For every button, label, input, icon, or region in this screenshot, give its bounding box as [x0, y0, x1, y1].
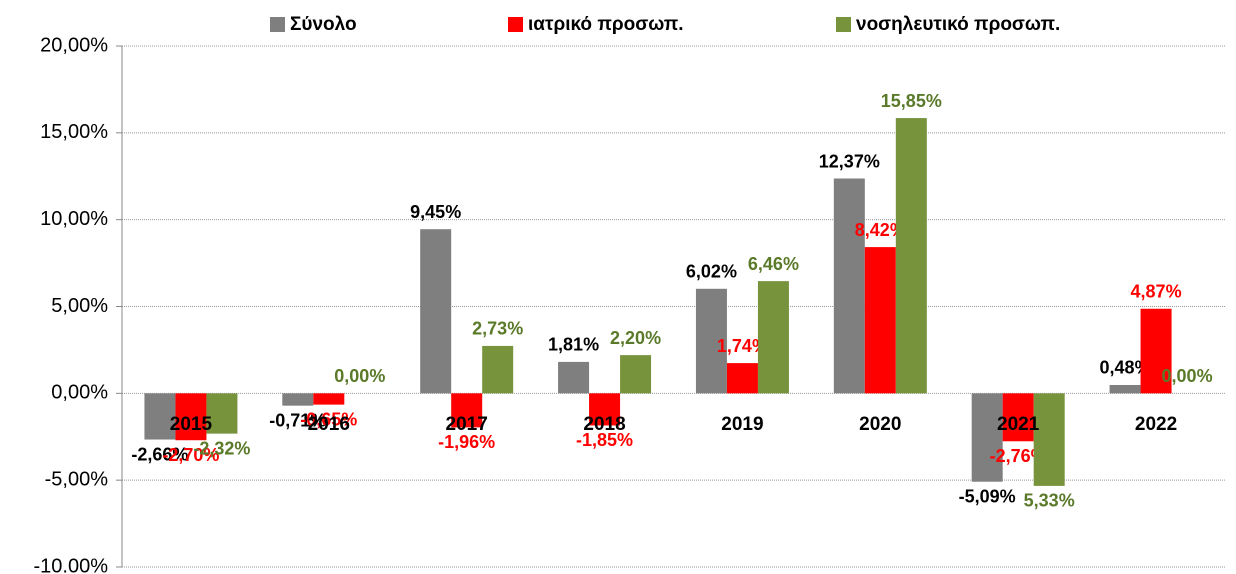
value-label: 0,48% [1100, 358, 1151, 378]
bar [144, 393, 176, 440]
x-tick-label: 2016 [308, 414, 350, 435]
bar [833, 178, 865, 394]
bar [451, 393, 483, 428]
value-label: 9,45% [410, 202, 461, 222]
bar [971, 393, 1003, 482]
value-label: -5,09% [959, 486, 1016, 506]
y-tick-label: 20,00% [40, 34, 108, 56]
bar [206, 393, 238, 434]
value-label: -1,96% [438, 432, 495, 452]
bar [1002, 393, 1034, 442]
legend-swatch [508, 17, 523, 32]
value-label: -1,85% [576, 430, 633, 450]
x-tick-label: 2018 [583, 414, 625, 435]
bar [695, 288, 727, 394]
bar [589, 393, 621, 426]
bar [313, 393, 345, 405]
value-label: 12,37% [819, 151, 880, 171]
bar [1033, 393, 1065, 486]
value-label: 15,85% [881, 91, 942, 111]
legend-swatch [270, 17, 285, 32]
value-label: 1,74% [717, 336, 768, 356]
value-label: -2,32% [193, 438, 250, 458]
value-label: 4,87% [1131, 282, 1182, 302]
y-tick-label: 10,00% [40, 208, 108, 230]
value-label: -2,66% [131, 444, 188, 464]
bar [1109, 384, 1141, 394]
value-label: -0,65% [300, 409, 357, 429]
value-label: -2,70% [162, 445, 219, 465]
y-tick-label: 0,00% [51, 382, 108, 404]
legend-label: νοσηλευτικό προσωπ. [856, 14, 1060, 35]
x-tick-label: 2019 [721, 414, 763, 435]
y-tick-label: -5,00% [45, 468, 109, 490]
bar [282, 393, 314, 406]
x-tick-label: 2017 [446, 414, 488, 435]
bar [482, 345, 514, 394]
legend-swatch [836, 17, 851, 32]
bar [726, 363, 758, 394]
value-label: 1,81% [548, 335, 599, 355]
bar [864, 247, 896, 394]
legend-label: ιατρικό προσωπ. [528, 14, 684, 35]
value-label: -2,76% [990, 446, 1047, 466]
value-label: -0,71% [269, 410, 326, 430]
bar [757, 281, 789, 394]
bar [895, 118, 927, 394]
bar [620, 355, 652, 394]
value-label: 2,73% [472, 319, 523, 339]
y-tick-label: 15,00% [40, 121, 108, 143]
value-label: 0,00% [1162, 366, 1213, 386]
value-label: 0,00% [334, 366, 385, 386]
bar [1140, 308, 1172, 394]
bar [558, 361, 590, 394]
y-tick-label: 5,00% [51, 295, 108, 317]
bar [175, 393, 207, 441]
legend-label: Σύνολο [290, 14, 357, 35]
value-label: 2,20% [610, 328, 661, 348]
x-tick-label: 2020 [859, 414, 901, 435]
x-tick-label: 2015 [170, 414, 213, 435]
y-tick-label: -10.00% [34, 555, 109, 574]
value-label: 8,42% [855, 220, 906, 240]
value-label: 6,46% [748, 254, 799, 274]
value-label: 6,02% [686, 262, 737, 282]
bar [420, 229, 452, 394]
x-tick-label: 2021 [997, 414, 1040, 435]
x-tick-label: 2022 [1135, 414, 1177, 435]
value-label: 5,33% [1024, 491, 1075, 511]
